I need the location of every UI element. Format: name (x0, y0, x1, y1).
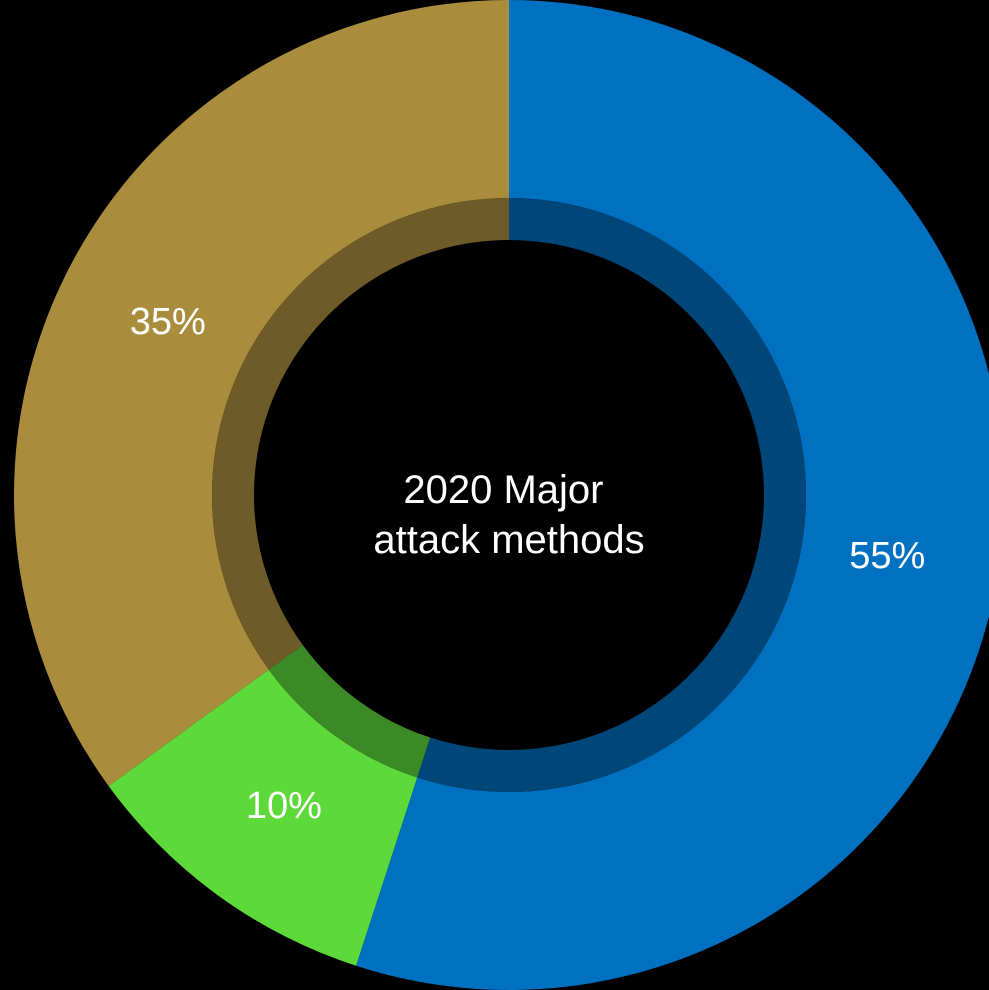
slice-10-percent (108, 669, 418, 966)
slice-10-percent-inner-band (268, 644, 431, 778)
slices-layer (14, 0, 989, 990)
slice-35-percent-inner-band (212, 198, 509, 670)
slice-55-percent (356, 0, 989, 990)
slice-label-35-percent: 35% (130, 301, 206, 343)
slice-labels-layer: 55% 10% 35% (130, 301, 926, 827)
chart-title: 2020 Major attack methods (373, 468, 644, 562)
chart-title-line-2: attack methods (373, 518, 644, 562)
slice-label-10-percent: 10% (246, 785, 322, 827)
slice-35-percent (14, 0, 509, 786)
chart-title-line-1: 2020 Major (403, 468, 603, 512)
slice-label-55-percent: 55% (849, 535, 925, 577)
